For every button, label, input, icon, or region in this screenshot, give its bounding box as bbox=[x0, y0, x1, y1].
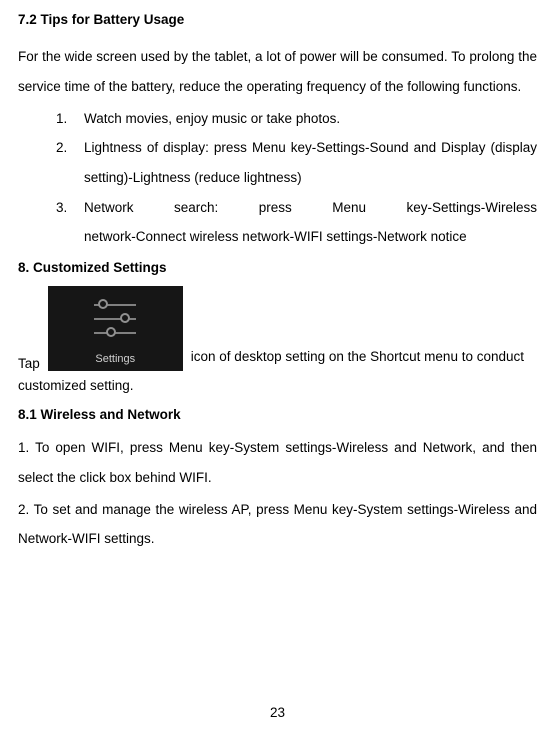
settings-slider-icon bbox=[94, 298, 136, 340]
section-8-1-heading: 8.1 Wireless and Network bbox=[18, 403, 537, 427]
list-item: 2. Lightness of display: press Menu key-… bbox=[56, 133, 537, 192]
tap-word: Tap bbox=[18, 356, 40, 371]
list-text-cont: network-Connect wireless network-WIFI se… bbox=[84, 229, 467, 244]
list-text: Lightness of display: press Menu key-Set… bbox=[84, 140, 537, 185]
section-8-1-para-1: 1. To open WIFI, press Menu key-System s… bbox=[18, 433, 537, 492]
battery-tips-list: 1. Watch movies, enjoy music or take pho… bbox=[18, 104, 537, 252]
section-7-2-heading: 7.2 Tips for Battery Usage bbox=[18, 10, 537, 30]
settings-app-icon: Settings bbox=[48, 286, 183, 371]
tap-line-2: customized setting. bbox=[18, 371, 537, 401]
section-8-1-para-2: 2. To set and manage the wireless AP, pr… bbox=[18, 495, 537, 554]
list-number: 2. bbox=[56, 133, 67, 163]
list-number: 1. bbox=[56, 104, 67, 134]
settings-icon-label: Settings bbox=[48, 353, 183, 365]
tap-instruction: Tap Settings icon of desktop setting on … bbox=[18, 286, 537, 401]
list-item: 3. Network search: press Menu key-Settin… bbox=[56, 193, 537, 252]
page-number: 23 bbox=[0, 705, 555, 720]
section-7-2-paragraph: For the wide screen used by the tablet, … bbox=[18, 42, 537, 101]
tap-after-text: icon of desktop setting on the Shortcut … bbox=[191, 342, 524, 372]
list-text: Watch movies, enjoy music or take photos… bbox=[84, 111, 340, 126]
section-8-heading: 8. Customized Settings bbox=[18, 256, 537, 280]
list-item: 1. Watch movies, enjoy music or take pho… bbox=[56, 104, 537, 134]
list-number: 3. bbox=[56, 193, 67, 223]
justified-line: Network search: press Menu key-Settings-… bbox=[84, 193, 537, 223]
